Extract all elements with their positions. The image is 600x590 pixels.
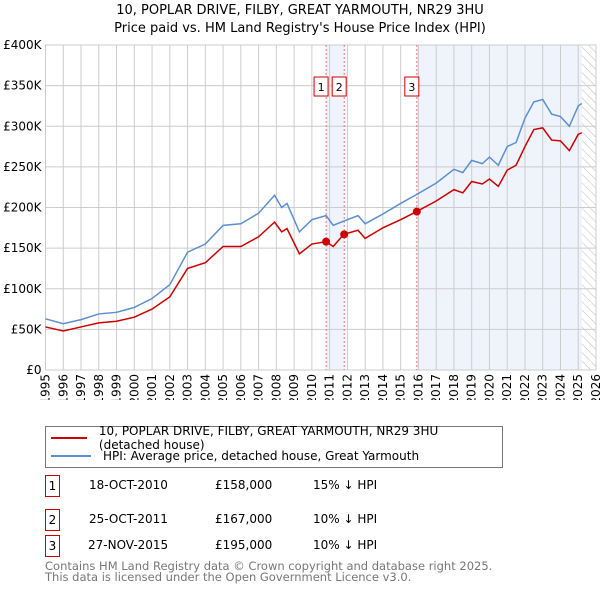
x-tick-label: 2016 (411, 374, 425, 400)
footer-line1: Contains HM Land Registry data © Crown c… (45, 559, 493, 573)
x-tick-label: 1998 (92, 374, 106, 400)
footer: Contains HM Land Registry data © Crown c… (45, 559, 493, 584)
sale-label: 1 (318, 81, 325, 94)
y-tick-label: £0 (26, 363, 41, 377)
sale-point (340, 230, 349, 239)
x-tick-label: 2002 (163, 374, 177, 400)
x-tick-label: 2018 (447, 374, 461, 400)
x-tick-label: 2013 (358, 374, 372, 400)
chart-subtitle: Price paid vs. HM Land Registry's House … (114, 21, 486, 36)
x-tick-label: 1999 (110, 374, 124, 400)
price-chart: 1995 1996 1997 1998 1999 2000 2001 2002 2003 2004… (3, 38, 600, 400)
sale-date: 25-OCT-2011 (89, 512, 168, 526)
x-tick-label: 1995 (39, 374, 53, 400)
y-tick-label: £250K (3, 160, 43, 174)
x-tick-label: 2021 (500, 374, 514, 400)
footer-line2: This data is licensed under the Open Gov… (45, 570, 412, 584)
x-tick-label: 2008 (269, 374, 283, 400)
x-tick-label: 2001 (145, 374, 159, 400)
x-tick-label: 2025 (571, 374, 585, 400)
chart-title: 10, POPLAR DRIVE, FILBY, GREAT YARMOUTH,… (116, 3, 484, 18)
x-tick-label: 2026 (589, 374, 600, 400)
sale-label-box (313, 76, 329, 97)
legend-swatch-property (51, 437, 87, 439)
x-tick-label: 2005 (216, 374, 230, 400)
x-tick-label: 2009 (287, 374, 301, 400)
x-tick-label: 2011 (323, 374, 337, 400)
x-tick-label: 2010 (305, 374, 319, 400)
y-tick-label: £400K (3, 38, 43, 52)
x-tick-label: 2024 (553, 374, 567, 400)
y-tick-label: £200K (3, 201, 43, 215)
legend-swatch-hpi (51, 455, 91, 457)
x-tick-label: 2022 (518, 374, 532, 400)
sale-label: 2 (336, 81, 343, 94)
sale-label-box (404, 76, 420, 97)
sale-marker: 2 (45, 509, 60, 531)
legend: 10, POPLAR DRIVE, FILBY, GREAT YARMOUTH,… (45, 424, 503, 468)
x-tick-label: 2000 (127, 374, 141, 400)
sale-point (322, 237, 331, 246)
sale-price: £195,000 (215, 538, 273, 552)
y-tick-label: £150K (3, 241, 43, 255)
sale-hpi: 15% ↓ HPI (313, 478, 378, 492)
sale-point (412, 207, 421, 216)
sale-price: £167,000 (215, 512, 273, 526)
sale-marker: 3 (45, 535, 60, 557)
x-tick-label: 2023 (536, 374, 550, 400)
series-line (45, 127, 583, 332)
legend-label-property: 10, POPLAR DRIVE, FILBY, GREAT YARMOUTH,… (98, 424, 439, 452)
sale-date: 18-OCT-2010 (89, 478, 168, 492)
sale-label-box (331, 76, 347, 97)
y-tick-label: £350K (3, 79, 43, 93)
y-tick-label: £100K (3, 282, 43, 296)
x-tick-label: 2012 (340, 374, 354, 400)
sale-label: 3 (408, 81, 415, 94)
series-line (45, 98, 583, 325)
x-tick-label: 1996 (56, 374, 70, 400)
x-tick-label: 2014 (376, 374, 390, 400)
x-tick-label: 2007 (252, 374, 266, 400)
sale-date: 27-NOV-2015 (88, 538, 169, 552)
sale-hpi: 10% ↓ HPI (313, 512, 378, 526)
sale-price: £158,000 (215, 478, 273, 492)
sale-marker: 1 (45, 475, 60, 497)
sale-hpi: 10% ↓ HPI (313, 538, 378, 552)
x-tick-label: 2004 (198, 374, 212, 400)
legend-label-hpi: HPI: Average price, detached house, Grea… (103, 449, 420, 463)
y-tick-label: £300K (3, 119, 43, 133)
y-tick-label: £50K (11, 322, 43, 336)
x-tick-label: 2017 (429, 374, 443, 400)
x-tick-label: 1997 (74, 374, 88, 400)
x-tick-label: 2020 (482, 374, 496, 400)
x-tick-label: 2019 (465, 374, 479, 400)
x-tick-label: 2006 (234, 374, 248, 400)
plot-frame (45, 44, 597, 371)
x-tick-label: 2015 (394, 374, 408, 400)
x-tick-label: 2003 (181, 374, 195, 400)
